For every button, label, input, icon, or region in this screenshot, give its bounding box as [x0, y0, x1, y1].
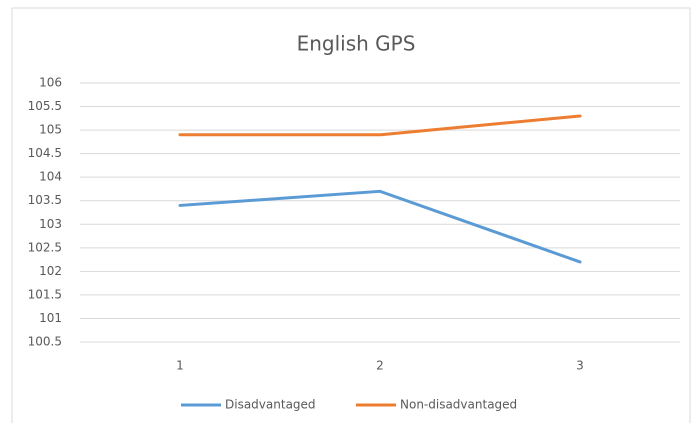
y-tick-label: 104	[39, 170, 62, 184]
x-tick-label: 1	[176, 359, 184, 373]
y-tick-label: 102	[39, 264, 62, 278]
legend-label: Non-disadvantaged	[400, 398, 517, 412]
y-tick-label: 105.5	[28, 99, 62, 113]
data-line	[178, 114, 582, 137]
y-tick-label: 102.5	[28, 240, 62, 254]
chart-frame	[11, 7, 691, 423]
chart-title: English GPS	[297, 32, 416, 56]
legend-label: Disadvantaged	[225, 398, 316, 412]
y-tick-label: 103	[39, 217, 62, 231]
y-tick-label: 106	[39, 76, 62, 90]
data-line	[178, 189, 582, 264]
x-tick-label: 2	[376, 359, 384, 373]
y-tick-label: 100.5	[28, 335, 62, 349]
y-tick-label: 103.5	[28, 193, 62, 207]
y-tick-label: 101	[39, 311, 62, 325]
y-tick-label: 104.5	[28, 146, 62, 160]
x-tick-label: 3	[576, 359, 584, 373]
y-tick-label: 101.5	[28, 287, 62, 301]
y-tick-label: 105	[39, 123, 62, 137]
